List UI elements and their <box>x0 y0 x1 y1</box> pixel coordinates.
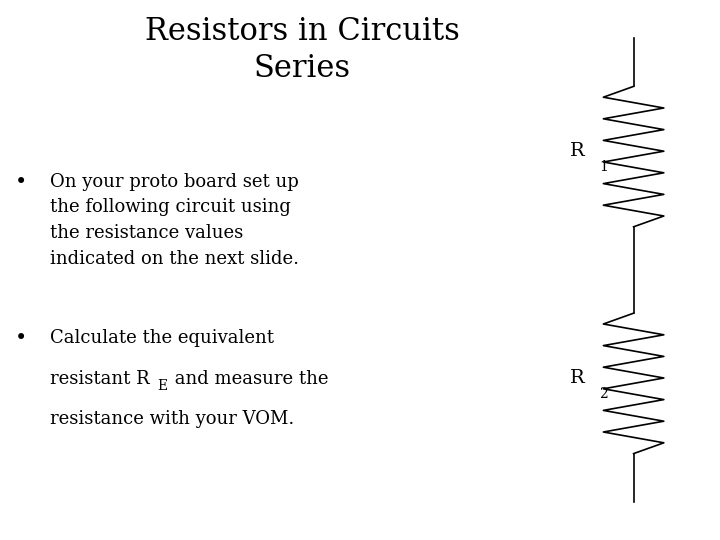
Text: •: • <box>14 173 27 192</box>
Text: On your proto board set up
the following circuit using
the resistance values
ind: On your proto board set up the following… <box>50 173 300 268</box>
Text: R: R <box>570 369 585 387</box>
Text: 2: 2 <box>599 387 608 401</box>
Text: resistance with your VOM.: resistance with your VOM. <box>50 410 294 428</box>
Text: E: E <box>157 379 167 393</box>
Text: •: • <box>14 329 27 348</box>
Text: and measure the: and measure the <box>169 370 329 388</box>
Text: Resistors in Circuits
Series: Resistors in Circuits Series <box>145 16 460 84</box>
Text: Calculate the equivalent: Calculate the equivalent <box>50 329 274 347</box>
Text: resistant R: resistant R <box>50 370 150 388</box>
Text: R: R <box>570 142 585 160</box>
Text: 1: 1 <box>599 160 608 174</box>
